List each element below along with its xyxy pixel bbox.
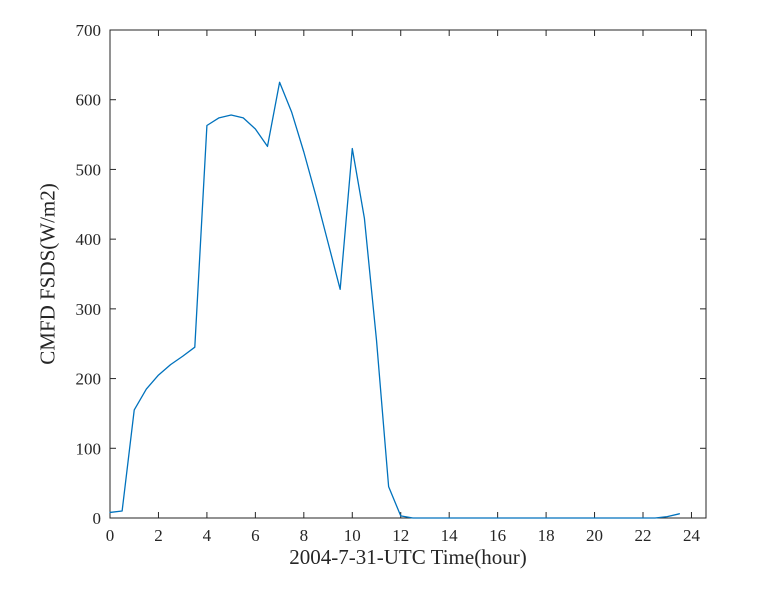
plot-box [109,29,707,519]
y-tick-label: 300 [76,300,102,319]
y-tick-label: 100 [76,439,102,458]
x-tick-label: 20 [586,526,603,545]
y-tick-label: 500 [76,160,102,179]
x-axis-label: 2004-7-31-UTC Time(hour) [289,545,527,569]
x-tick-label: 10 [344,526,361,545]
x-tick-label: 0 [106,526,115,545]
x-tick-label: 16 [489,526,506,545]
y-tick-label: 400 [76,230,102,249]
x-tick-label: 2 [154,526,163,545]
x-tick-label: 18 [538,526,555,545]
x-tick-label: 4 [203,526,212,545]
x-tick-label: 6 [251,526,260,545]
y-tick-label: 600 [76,91,102,110]
x-tick-label: 14 [441,526,459,545]
y-axis-label: CMFD FSDS(W/m2) [35,183,60,365]
y-tick-label: 700 [76,21,102,40]
x-tick-label: 12 [392,526,409,545]
y-tick-label: 0 [93,509,102,528]
x-tick-label: 8 [300,526,309,545]
series-line [109,81,680,519]
y-tick-label: 200 [76,370,102,389]
x-tick-label: 22 [635,526,652,545]
x-tick-label: 24 [683,526,701,545]
